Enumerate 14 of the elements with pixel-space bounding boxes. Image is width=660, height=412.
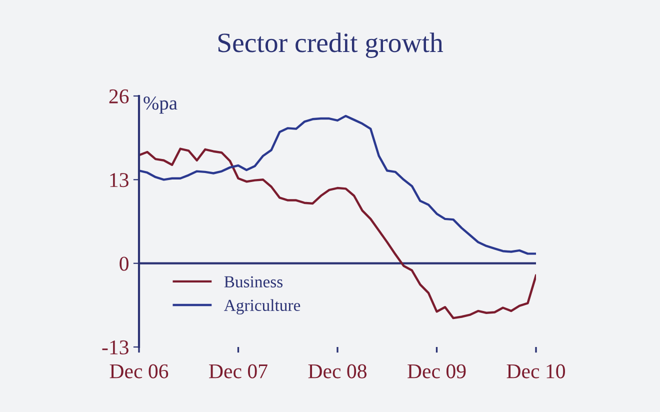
x-tick-label: Dec 08 (308, 364, 366, 378)
y-tick-label: 0 (120, 256, 128, 271)
x-tick-label: Dec 09 (408, 364, 466, 378)
legend-label: Agriculture (224, 299, 300, 314)
x-tick-label: Dec 10 (506, 364, 565, 378)
x-tick-label: Dec 06 (110, 364, 168, 378)
y-tick-label: 13 (110, 173, 128, 188)
y-tick-label: -13 (102, 340, 128, 354)
x-tick-label: Dec 07 (209, 364, 268, 378)
chart-title: Sector credit growth (218, 32, 444, 58)
line-series (139, 114, 536, 255)
legend-label: Business (224, 276, 283, 288)
y-tick-label: 26 (109, 89, 129, 104)
y-axis-title: %pa (144, 96, 178, 114)
